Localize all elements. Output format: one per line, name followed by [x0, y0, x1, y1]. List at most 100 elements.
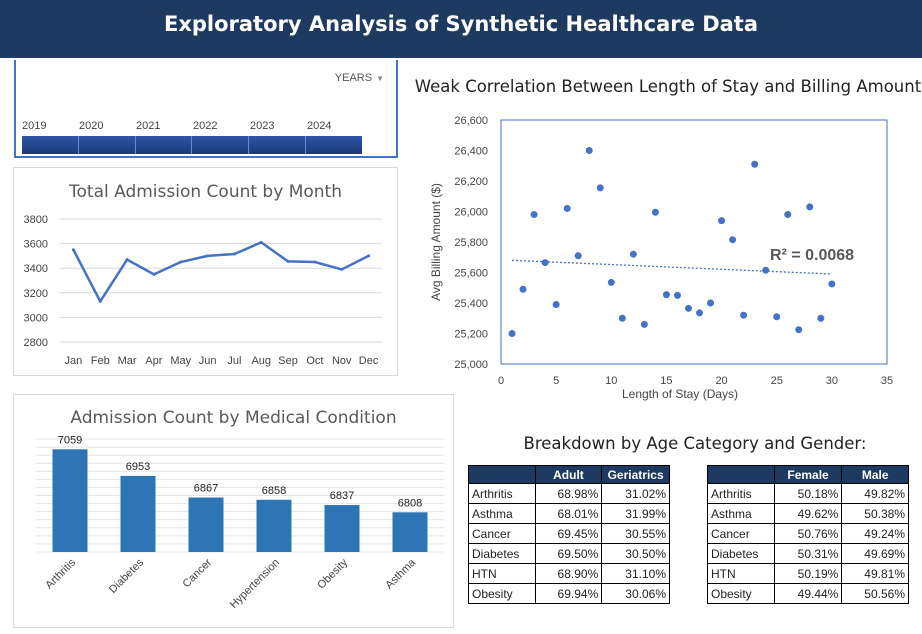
bar [120, 475, 156, 552]
table-header-cell: Female [773, 465, 843, 484]
condition-chart-title: Admission Count by Medical Condition [70, 408, 397, 428]
data-point [662, 291, 670, 299]
timeline-segment[interactable] [22, 136, 79, 154]
y-tick-label: 3800 [24, 214, 48, 226]
x-tick-label: Arthritis [43, 556, 78, 591]
data-point [585, 147, 593, 154]
scatter-chart-svg: 25,000 25,200 25,400 25,600 25,800 26,000 26,2… [429, 115, 893, 401]
timeline-segment[interactable] [192, 136, 250, 154]
series-line [72, 241, 370, 303]
chevron-down-icon[interactable]: ▼ [376, 74, 384, 83]
data-point [817, 314, 825, 322]
percent-cell: 50.19% [773, 563, 843, 584]
timeline-segment[interactable] [136, 136, 193, 154]
timeline-segment[interactable] [249, 136, 307, 154]
table-header-cell [468, 465, 536, 484]
percent-cell: 31.02% [601, 483, 670, 504]
data-label: 6837 [330, 490, 354, 502]
row-label-cell: Asthma [707, 503, 775, 524]
data-point [629, 250, 637, 258]
year-timeline-slicer[interactable]: YEARS ▼ 2019 2020 2021 2022 2023 2024 [14, 60, 398, 158]
los-billing-scatter-chart[interactable]: Weak Correlation Between Length of Stay … [414, 70, 922, 410]
row-label-cell: Arthritis [707, 483, 775, 504]
timeline-year-label[interactable]: 2022 [193, 120, 218, 132]
x-axis-title: Length of Stay (Days) [622, 387, 738, 401]
data-point [607, 278, 615, 286]
table-header-cell [707, 465, 775, 484]
table-row: Diabetes 69.50% 30.50% [468, 543, 670, 564]
x-tick-label: 25 [771, 375, 783, 387]
percent-cell: 49.24% [841, 523, 909, 544]
y-tick-label: 3200 [24, 288, 48, 300]
data-point [71, 248, 75, 252]
table-row: Obesity 69.94% 30.06% [468, 583, 670, 604]
percent-cell: 69.50% [534, 543, 603, 564]
table-row: Obesity 49.44% 50.56% [707, 583, 909, 604]
percent-cell: 50.56% [841, 583, 909, 604]
data-point [795, 326, 803, 334]
r-squared-label: R² = 0.0068 [770, 247, 854, 264]
percent-cell: 49.62% [773, 503, 843, 524]
percent-cell: 69.94% [534, 583, 603, 604]
data-point [751, 160, 759, 168]
data-point [806, 203, 814, 211]
data-point [673, 291, 681, 299]
timeline-year-label[interactable]: 2020 [79, 120, 104, 132]
percent-cell: 49.44% [773, 583, 843, 604]
y-tick-label: 3400 [24, 263, 48, 275]
timeline-year-label[interactable]: 2021 [136, 120, 161, 132]
x-tick-label: 10 [605, 375, 617, 387]
timeline-selection-bar[interactable] [22, 136, 362, 154]
data-point [552, 301, 560, 309]
timeline-year-label[interactable]: 2023 [250, 120, 275, 132]
percent-cell: 68.98% [534, 483, 603, 504]
percent-cell: 68.90% [534, 563, 603, 584]
percent-cell: 69.45% [534, 523, 603, 544]
data-point [718, 217, 726, 225]
bar [52, 449, 88, 552]
timeline-period-selector[interactable]: YEARS ▼ [335, 72, 384, 84]
data-point [530, 211, 538, 219]
y-tick-label: 2800 [24, 337, 48, 349]
timeline-segment[interactable] [306, 136, 362, 154]
monthly-admissions-chart[interactable]: Total Admission Count by Month 2800 3000 3… [13, 167, 398, 376]
percent-cell: 50.31% [773, 543, 843, 564]
timeline-segment[interactable] [79, 136, 136, 154]
header-banner: Exploratory Analysis of Synthetic Health… [0, 0, 922, 58]
percent-cell: 30.50% [601, 543, 670, 564]
data-point [684, 304, 692, 312]
x-tick-label: Jan [65, 355, 83, 367]
x-tick-label: Aug [251, 355, 271, 367]
percent-cell: 49.69% [841, 543, 909, 564]
x-tick-label: Oct [306, 355, 323, 367]
table-row: Asthma 68.01% 31.99% [468, 503, 670, 524]
timeline-year-label[interactable]: 2024 [307, 120, 332, 132]
timeline-year-label[interactable]: 2019 [22, 120, 47, 132]
trendline [512, 259, 832, 275]
row-label-cell: Diabetes [468, 543, 536, 564]
y-tick-label: 25,000 [454, 359, 488, 371]
data-point [574, 252, 582, 260]
percent-cell: 50.38% [841, 503, 909, 524]
data-point [179, 260, 183, 264]
row-label-cell: Obesity [468, 583, 536, 604]
x-tick-label: Obesity [315, 556, 350, 591]
x-tick-label: 35 [881, 375, 893, 387]
table-row: Arthritis 50.18% 49.82% [707, 483, 909, 504]
breakdown-title: Breakdown by Age Category and Gender: [523, 434, 867, 453]
row-label-cell: HTN [707, 563, 775, 584]
data-point [596, 184, 604, 192]
x-tick-label: 30 [826, 375, 838, 387]
row-label-cell: Obesity [707, 583, 775, 604]
data-point [232, 252, 236, 256]
table-row: HTN 50.19% 49.81% [707, 563, 909, 584]
condition-admissions-chart[interactable]: Admission Count by Medical Condition 705… [13, 394, 454, 628]
x-tick-label: Cancer [181, 556, 215, 590]
x-tick-label: May [170, 355, 191, 367]
y-tick-label: 25,200 [454, 329, 488, 341]
data-point [762, 266, 770, 274]
data-point [206, 254, 210, 258]
data-point [563, 204, 571, 212]
data-point [729, 236, 737, 244]
row-label-cell: Arthritis [468, 483, 536, 504]
